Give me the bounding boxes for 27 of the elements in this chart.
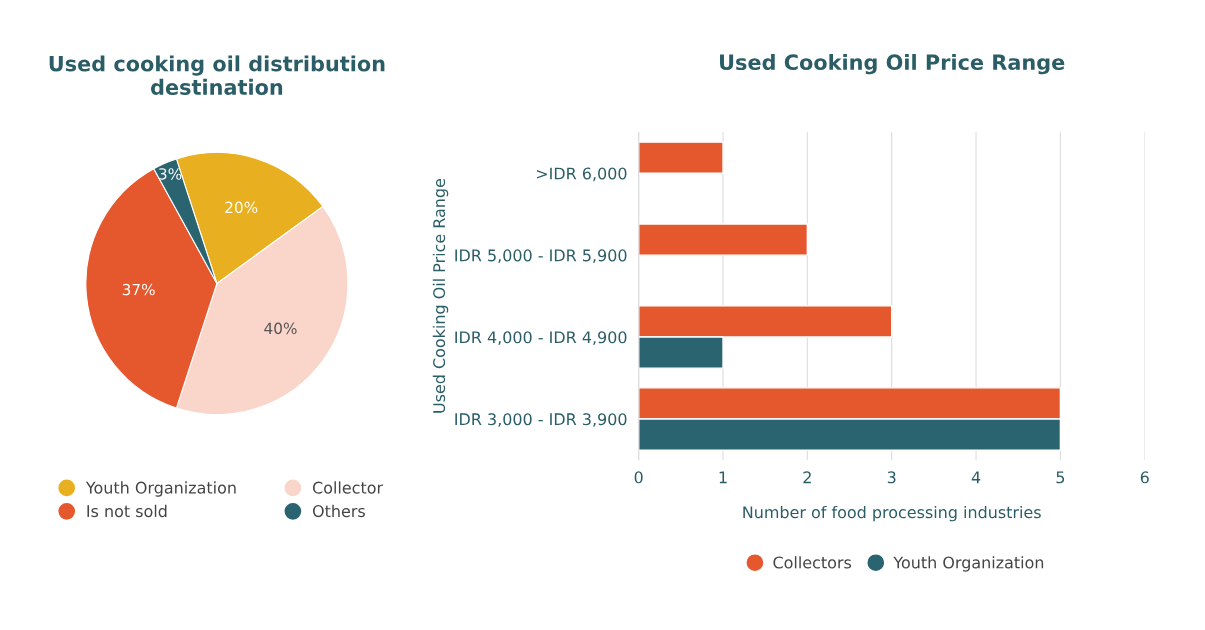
data-label: 40%	[264, 322, 297, 335]
chart-title: Used cooking oil distribution destination	[49, 55, 385, 95]
bar	[638, 223, 809, 256]
y-axis-title: Used Cooking Oil Price Range	[432, 178, 449, 413]
chart-title: Used Cooking Oil Price Range	[720, 53, 1065, 75]
x-tick-label: 1	[719, 471, 727, 484]
x-axis-title: Number of food processing industries	[743, 505, 1041, 522]
y-tick-label: IDR 3,000 - IDR 3,900	[455, 413, 627, 427]
x-tick-label: 2	[803, 471, 811, 484]
legend-label: Youth Organization	[893, 556, 1044, 572]
x-tick-label: 0	[634, 471, 643, 484]
y-tick-label: IDR 5,000 - IDR 5,900	[455, 249, 627, 264]
legend-label: Collectors	[773, 556, 852, 569]
x-tick-label: 6	[1140, 471, 1149, 484]
legend-label: Is not sold	[87, 504, 167, 518]
data-label: 37%	[122, 283, 155, 296]
x-tick-label: 3	[887, 471, 896, 484]
legend-label: Others	[312, 504, 365, 518]
x-tick-label: 4	[971, 471, 981, 484]
legend-label: Youth Organization	[85, 481, 236, 497]
y-tick-label: >IDR 6,000	[536, 167, 627, 182]
data-label: 3%	[159, 168, 182, 180]
legend-label: Collector	[312, 481, 384, 494]
bar	[638, 141, 724, 174]
x-tick-label: 5	[1056, 471, 1065, 484]
y-tick-label: IDR 4,000 - IDR 4,900	[455, 331, 627, 345]
data-label: 20%	[225, 201, 258, 214]
